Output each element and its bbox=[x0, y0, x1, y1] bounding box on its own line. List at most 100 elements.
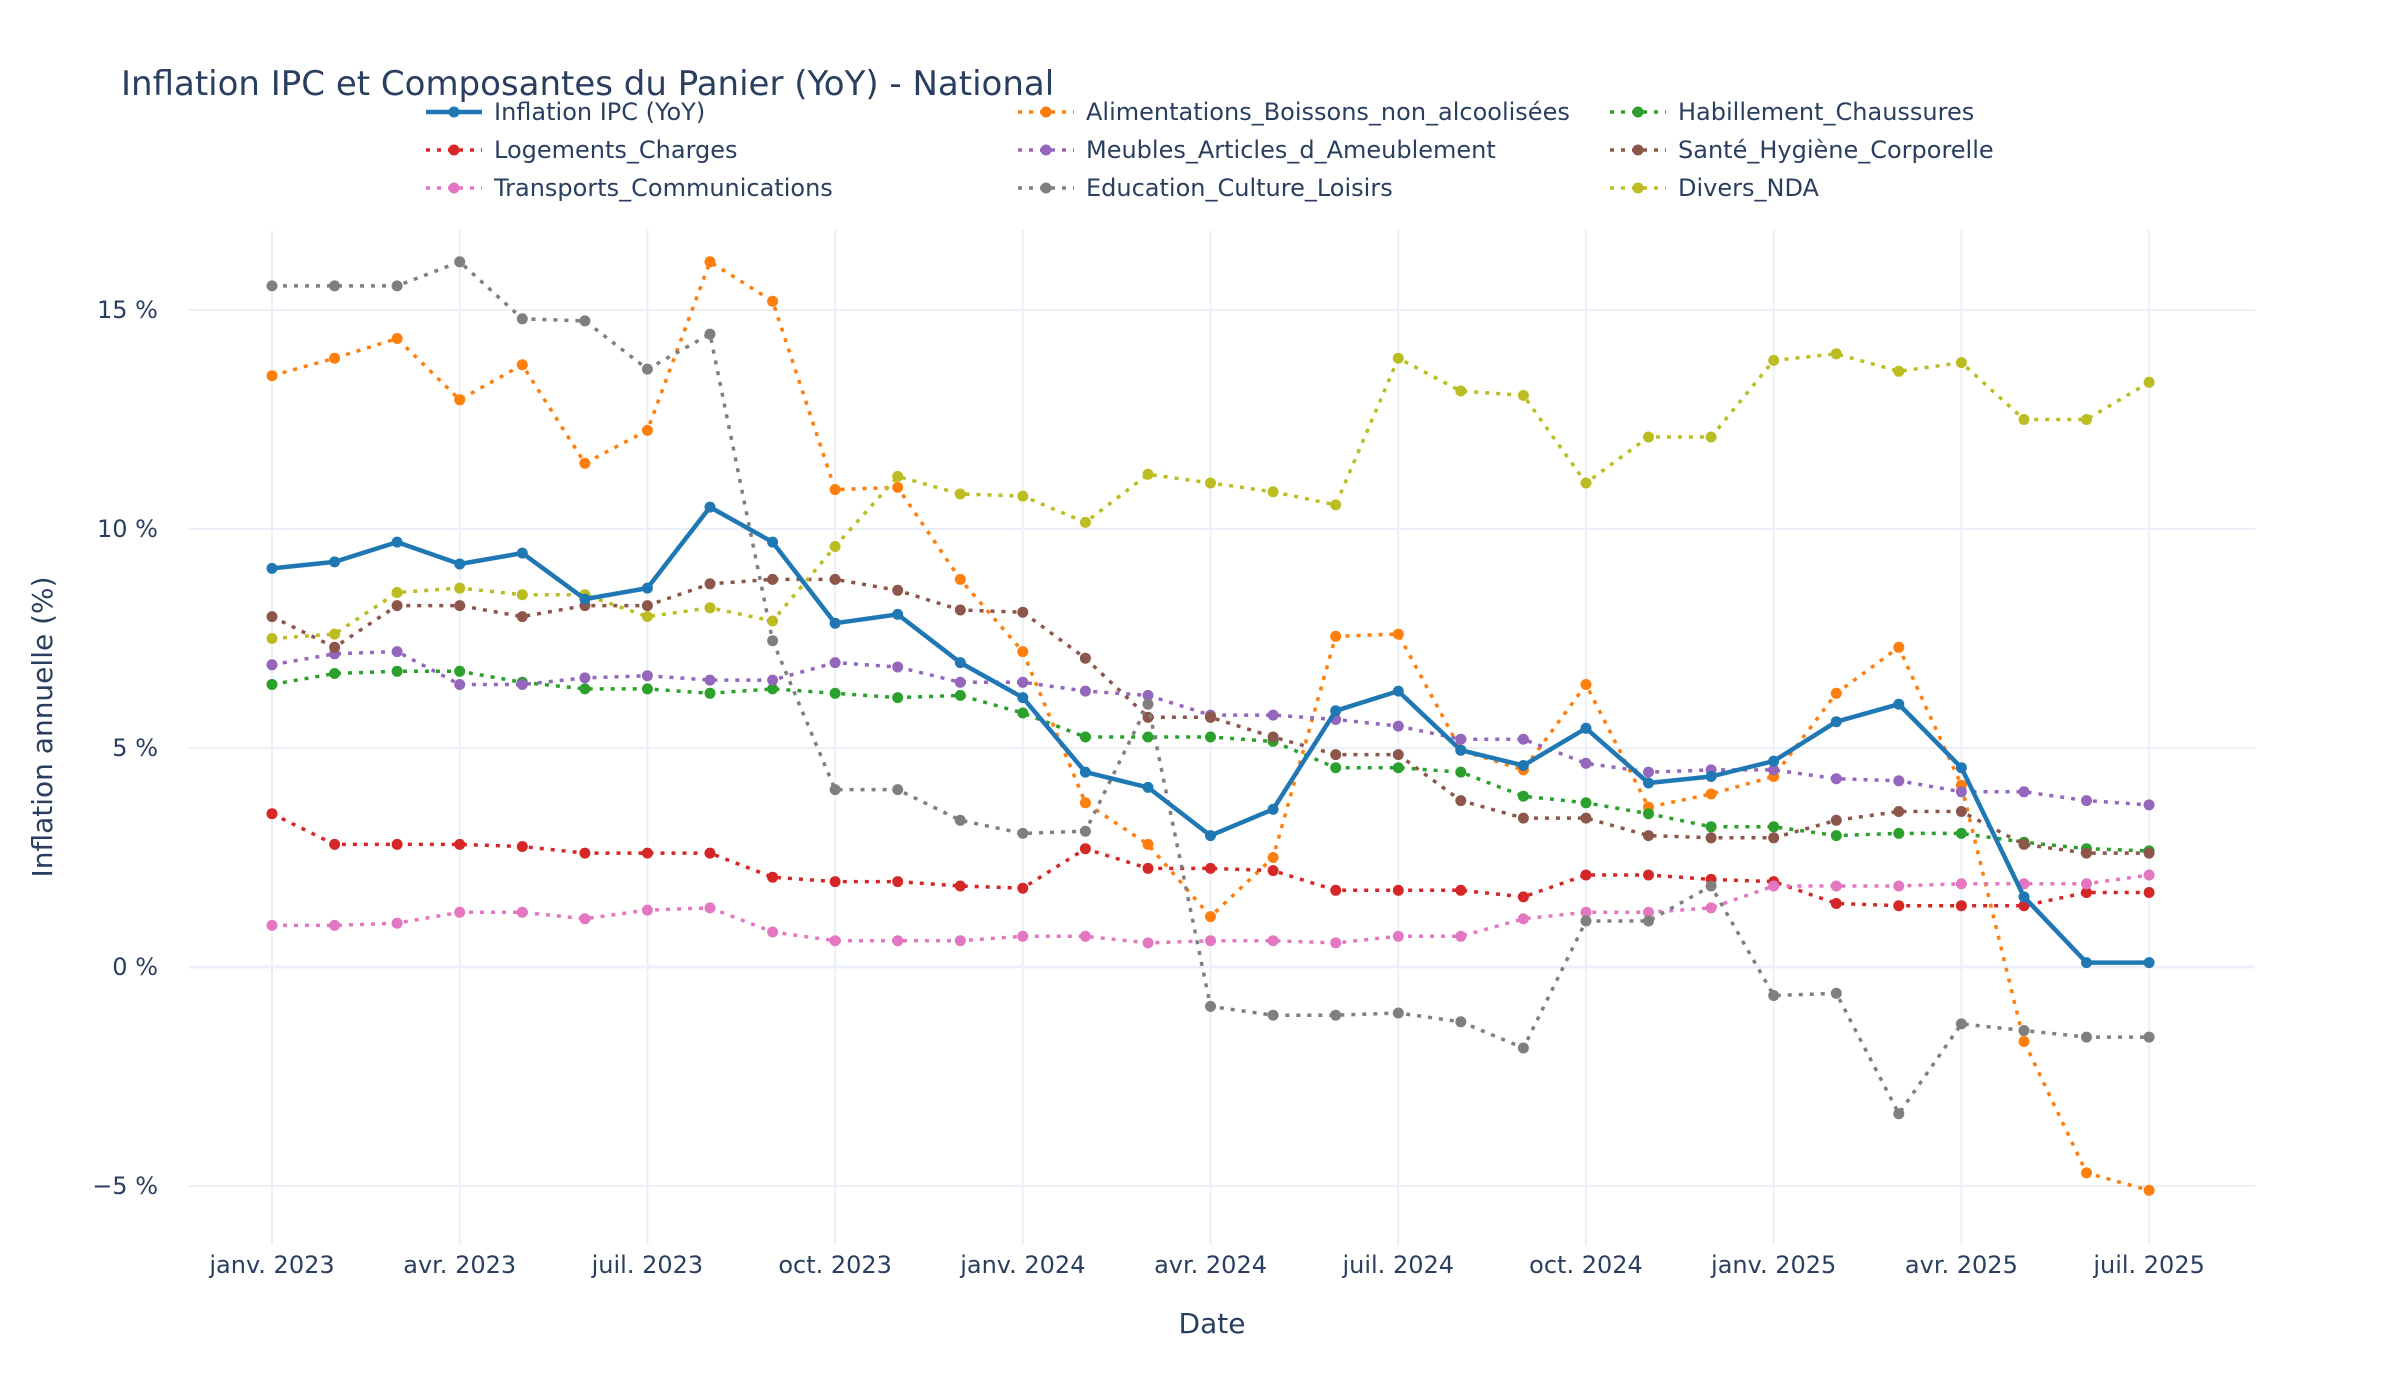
data-point bbox=[2143, 957, 2155, 969]
data-point bbox=[954, 573, 966, 585]
data-point bbox=[2143, 376, 2155, 388]
data-point bbox=[1392, 685, 1404, 697]
data-point bbox=[829, 687, 841, 699]
data-point bbox=[266, 370, 278, 382]
legend-label: Habillement_Chaussures bbox=[1678, 98, 1975, 126]
data-point bbox=[1267, 1009, 1279, 1021]
legend-label: Alimentations_Boissons_non_alcoolisées bbox=[1086, 98, 1570, 126]
legend-item[interactable]: Education_Culture_Loisirs bbox=[1016, 174, 1393, 202]
data-point bbox=[767, 295, 779, 307]
data-point bbox=[1330, 937, 1342, 949]
data-point bbox=[954, 880, 966, 892]
data-point bbox=[1392, 749, 1404, 761]
legend-swatch-icon bbox=[1610, 106, 1666, 118]
data-point bbox=[1267, 486, 1279, 498]
data-point bbox=[2081, 957, 2092, 969]
data-point bbox=[391, 333, 403, 344]
data-point bbox=[1517, 891, 1529, 903]
data-point bbox=[892, 584, 904, 596]
data-point bbox=[2143, 799, 2155, 811]
data-point bbox=[1955, 1018, 1967, 1030]
data-point bbox=[1205, 711, 1216, 723]
x-tick-label: avr. 2023 bbox=[403, 1251, 516, 1279]
data-point bbox=[1455, 1016, 1467, 1028]
data-point bbox=[266, 633, 278, 644]
data-point bbox=[1017, 882, 1029, 894]
data-point bbox=[266, 562, 278, 574]
legend-swatch-icon bbox=[1610, 182, 1666, 194]
data-point bbox=[1330, 499, 1342, 511]
legend-item[interactable]: Alimentations_Boissons_non_alcoolisées bbox=[1016, 98, 1570, 126]
data-point bbox=[954, 935, 966, 947]
legend-swatch-icon bbox=[1018, 182, 1074, 194]
data-point bbox=[954, 657, 966, 669]
data-point bbox=[704, 602, 716, 614]
legend-label: Meubles_Articles_d_Ameublement bbox=[1086, 136, 1496, 164]
data-point bbox=[767, 573, 779, 585]
data-point bbox=[2081, 414, 2092, 425]
data-point bbox=[641, 847, 653, 859]
data-point bbox=[892, 935, 904, 947]
data-point bbox=[892, 692, 904, 704]
data-point bbox=[1017, 930, 1029, 942]
legend-swatch-marker bbox=[1632, 106, 1644, 118]
data-point bbox=[1705, 902, 1717, 914]
data-point bbox=[1079, 516, 1091, 528]
data-point bbox=[1705, 771, 1717, 782]
data-point bbox=[767, 683, 779, 695]
legend-item[interactable]: Inflation IPC (YoY) bbox=[424, 98, 705, 126]
data-point bbox=[329, 668, 341, 679]
data-point bbox=[516, 589, 528, 601]
legend-item[interactable]: Logements_Charges bbox=[424, 136, 738, 164]
data-point bbox=[1017, 692, 1029, 704]
series-7 bbox=[266, 256, 2155, 1120]
data-point bbox=[1893, 775, 1905, 787]
data-point bbox=[329, 919, 341, 931]
data-point bbox=[1955, 827, 1967, 839]
data-point bbox=[1705, 832, 1717, 844]
x-tick-label: oct. 2024 bbox=[1529, 1251, 1643, 1279]
data-point bbox=[391, 665, 403, 677]
data-point bbox=[1955, 357, 1967, 369]
data-point bbox=[641, 582, 653, 594]
data-point bbox=[1392, 930, 1404, 942]
data-point bbox=[1955, 900, 1967, 912]
data-point bbox=[1830, 348, 1842, 360]
data-point bbox=[266, 611, 278, 623]
series-2 bbox=[266, 665, 2155, 857]
data-point bbox=[1142, 862, 1154, 874]
data-point bbox=[329, 352, 341, 364]
legend-item[interactable]: Meubles_Articles_d_Ameublement bbox=[1016, 136, 1496, 164]
data-point bbox=[954, 814, 966, 826]
legend-item[interactable]: Santé_Hygiène_Corporelle bbox=[1608, 136, 1994, 164]
data-point bbox=[892, 470, 904, 482]
data-point bbox=[1768, 832, 1780, 844]
data-point bbox=[1705, 821, 1717, 833]
data-point bbox=[516, 906, 528, 918]
data-point bbox=[1830, 898, 1842, 909]
legend-item[interactable]: Divers_NDA bbox=[1608, 174, 1819, 202]
data-point bbox=[1830, 814, 1842, 826]
data-point bbox=[829, 541, 841, 552]
data-point bbox=[829, 657, 841, 669]
data-point bbox=[1955, 762, 1967, 774]
x-tick-label: juil. 2025 bbox=[2092, 1251, 2205, 1279]
series-6 bbox=[266, 869, 2155, 949]
data-point bbox=[266, 808, 278, 820]
data-point bbox=[579, 457, 591, 469]
data-point bbox=[1205, 935, 1216, 947]
legend-swatch-marker bbox=[448, 182, 460, 194]
x-tick-label: oct. 2023 bbox=[778, 1251, 892, 1279]
legend-item[interactable]: Transports_Communications bbox=[424, 174, 833, 202]
legend-swatch-marker bbox=[1040, 106, 1052, 118]
data-point bbox=[516, 611, 528, 623]
data-point bbox=[1392, 628, 1404, 640]
data-point bbox=[704, 847, 716, 859]
data-point bbox=[704, 674, 716, 686]
data-point bbox=[2018, 1025, 2030, 1036]
data-point bbox=[1017, 707, 1029, 719]
x-axis-title: Date bbox=[1179, 1307, 1246, 1340]
data-point bbox=[1517, 790, 1529, 802]
data-point bbox=[391, 536, 403, 548]
legend-item[interactable]: Habillement_Chaussures bbox=[1608, 98, 1974, 126]
